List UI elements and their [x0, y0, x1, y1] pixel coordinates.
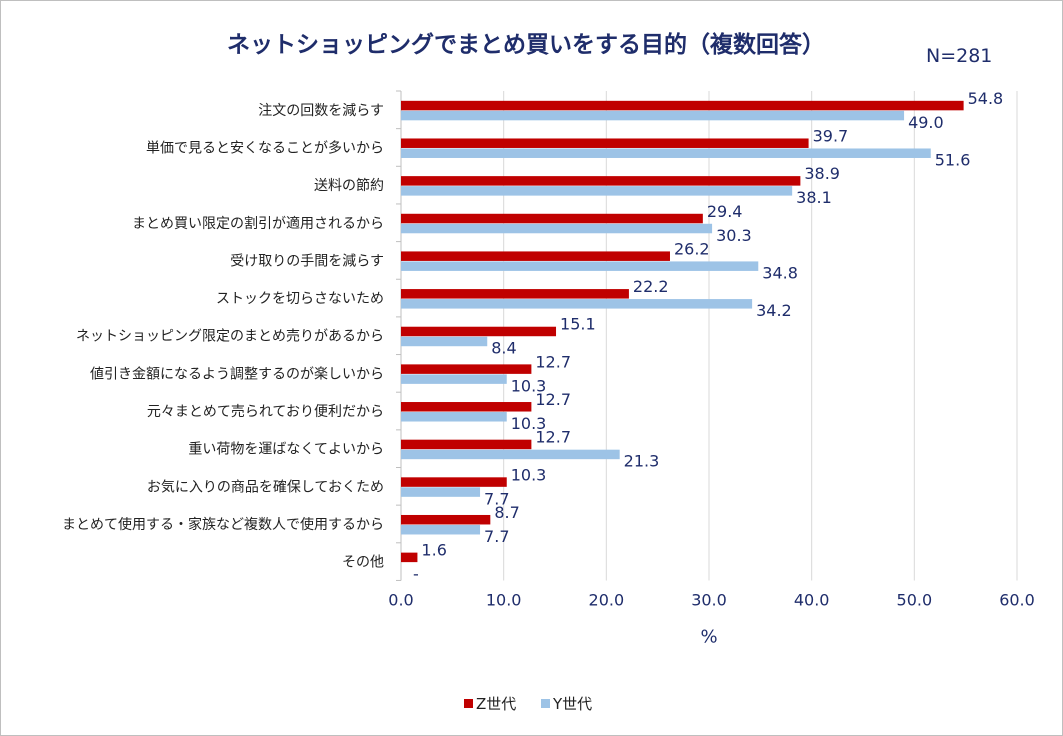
data-label: 12.7 [535, 428, 571, 447]
data-label: 7.7 [484, 527, 509, 546]
sample-size-note: N=281 [926, 45, 993, 67]
category-label: ストックを切らさないため [216, 291, 384, 307]
legend-label: Z世代 [476, 695, 516, 713]
data-label: 1.6 [421, 541, 446, 560]
data-label: 12.7 [535, 352, 571, 371]
data-label: - [413, 565, 419, 584]
x-axis-label: % [700, 626, 717, 647]
data-label: 34.8 [762, 263, 798, 282]
bar-y-generation [401, 299, 753, 309]
data-label: 21.3 [624, 452, 660, 471]
data-label: 49.0 [908, 113, 944, 132]
x-tick-label: 40.0 [794, 590, 830, 609]
category-label: その他 [342, 555, 384, 571]
bar-z-generation [401, 251, 670, 261]
bar-z-generation [401, 138, 809, 148]
bar-z-generation [401, 326, 557, 337]
bar-z-generation [401, 364, 532, 374]
bar-y-generation [401, 449, 620, 460]
bar-z-generation [401, 289, 629, 299]
bar-y-generation [401, 336, 488, 347]
bar-z-generation [401, 100, 964, 111]
data-label: 26.2 [674, 239, 710, 258]
bar-y-generation [401, 148, 931, 158]
category-label: 注文の回数を減らす [258, 102, 384, 119]
data-label: 10.3 [511, 376, 547, 395]
category-label: 元々まとめて売られており便利だから [147, 404, 384, 420]
data-label: 30.3 [716, 226, 752, 245]
legend-swatch [541, 699, 550, 708]
bar-y-generation [401, 261, 759, 271]
x-tick-label: 60.0 [999, 590, 1035, 609]
chart-title: ネットショッピングでまとめ買いをする目的（複数回答） [227, 32, 825, 58]
bar-y-generation [401, 374, 507, 384]
category-label: まとめて使用する・家族など複数人で使用するから [62, 516, 384, 533]
data-label: 29.4 [707, 202, 743, 221]
category-label: まとめ買い限定の割引が適用されるから [132, 215, 384, 232]
category-label: 単価で見ると安くなることが多いから [146, 139, 384, 156]
data-label: 12.7 [535, 390, 571, 409]
category-label: 送料の節約 [314, 177, 384, 194]
bar-z-generation [401, 477, 507, 487]
data-label: 54.8 [968, 89, 1004, 108]
bar-z-generation [401, 213, 703, 224]
category-label: ネットショッピング限定のまとめ売りがあるから [76, 329, 384, 345]
bar-y-generation [401, 412, 507, 422]
bar-z-generation [401, 439, 532, 450]
data-label: 10.3 [511, 414, 547, 433]
data-label: 10.3 [511, 465, 547, 484]
category-label: 受け取りの手間を減らす [230, 252, 384, 269]
data-label: 39.7 [813, 126, 849, 145]
data-label: 38.9 [804, 164, 840, 183]
bar-z-generation [401, 176, 801, 186]
bar-z-generation [401, 552, 418, 563]
data-label: 22.2 [633, 277, 669, 296]
data-label: 7.7 [484, 489, 509, 508]
category-label: 重い荷物を運ばなくてよいから [188, 442, 384, 458]
x-tick-label: 0.0 [388, 590, 413, 609]
data-label: 15.1 [560, 315, 596, 334]
category-label: 値引き金額になるよう調整するのが楽しいから [90, 366, 384, 382]
bar-y-generation [401, 186, 793, 196]
data-label: 38.1 [796, 188, 832, 207]
x-tick-label: 30.0 [691, 590, 727, 609]
x-tick-label: 20.0 [589, 590, 625, 609]
bar-z-generation [401, 402, 532, 412]
data-label: 34.2 [756, 301, 792, 320]
legend-swatch [464, 699, 473, 708]
data-label: 8.4 [491, 339, 516, 358]
bar-y-generation [401, 223, 713, 234]
bar-y-generation [401, 524, 481, 535]
bar-z-generation [401, 514, 491, 525]
x-tick-label: 10.0 [486, 590, 522, 609]
x-tick-label: 50.0 [897, 590, 933, 609]
category-label: お気に入りの商品を確保しておくため [147, 479, 384, 495]
bar-y-generation [401, 110, 905, 121]
data-label: 51.6 [935, 150, 971, 169]
bar-y-generation [401, 487, 481, 497]
data-label: 8.7 [494, 503, 519, 522]
legend-label: Y世代 [552, 695, 592, 713]
